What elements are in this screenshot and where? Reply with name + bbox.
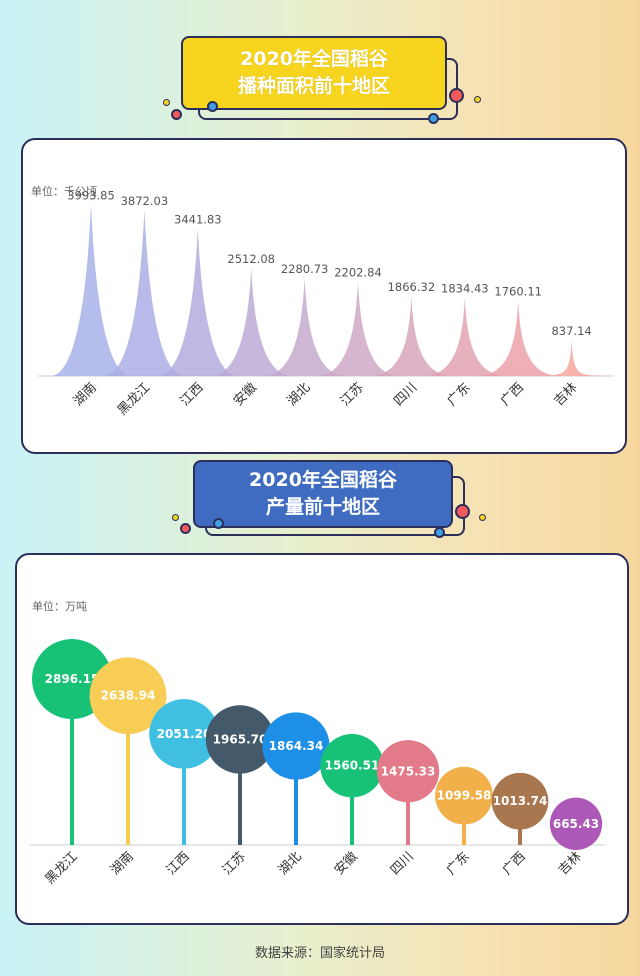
production-title-line1: 2020年全国稻谷: [249, 469, 397, 491]
decor-dot: [434, 527, 445, 538]
decor-dot: [163, 99, 170, 106]
area-title-line2: 播种面积前十地区: [237, 75, 390, 97]
decor-dot: [207, 101, 218, 112]
production-bubble: [549, 797, 603, 850]
production-category-label: 湖南: [107, 849, 137, 879]
area-peak: [264, 278, 345, 376]
area-peak: [211, 268, 292, 376]
area-title-line1: 2020年全国稻谷: [240, 48, 388, 70]
area-peak: [478, 300, 559, 376]
production-category-label: 广东: [444, 849, 473, 878]
production-bubble: [149, 699, 219, 769]
area-value-label: 1834.43: [441, 281, 489, 295]
area-value-label: 2202.84: [334, 265, 382, 279]
production-value-label: 1013.74: [493, 794, 548, 808]
production-bubble: [435, 766, 493, 825]
production-title-line2: 产量前十地区: [265, 496, 380, 518]
production-bubble: [320, 734, 384, 798]
area-value-label: 2280.73: [281, 262, 329, 276]
production-bubble: [376, 740, 440, 803]
area-value-label: 3872.03: [121, 194, 169, 208]
area-value-label: 3441.83: [174, 212, 222, 226]
production-category-label: 湖北: [276, 849, 305, 878]
production-category-label: 江西: [164, 849, 193, 878]
production-bubble: [205, 705, 275, 774]
decor-dot: [455, 504, 470, 519]
production-category-label: 吉林: [556, 849, 585, 878]
production-unit-label: 单位：万吨: [32, 600, 87, 613]
area-value-label: 2512.08: [227, 252, 275, 266]
decor-dot: [449, 88, 464, 103]
area-chart-title: 2020年全国稻谷 播种面积前十地区: [181, 36, 447, 110]
production-bubble: [89, 657, 167, 735]
area-unit-label: 单位：千公顷: [31, 185, 97, 198]
decor-dot: [180, 523, 191, 534]
production-value-label: 2638.94: [101, 689, 156, 703]
area-peak: [318, 281, 398, 376]
decor-dot: [172, 514, 179, 521]
area-peak: [531, 340, 612, 376]
decor-dot: [428, 113, 439, 124]
production-chart-title: 2020年全国稻谷 产量前十地区: [193, 460, 453, 528]
production-bubble: [491, 772, 549, 830]
decor-dot: [213, 518, 224, 529]
production-bubble: [262, 712, 330, 780]
area-peak: [51, 204, 131, 376]
production-value-label: 665.43: [553, 817, 599, 831]
production-value-label: 2896.15: [45, 672, 100, 686]
production-value-label: 1099.58: [437, 789, 492, 803]
decor-dot: [479, 514, 486, 521]
area-peak: [371, 295, 452, 376]
decor-dot: [171, 109, 182, 120]
production-category-label: 黑龙江: [43, 849, 81, 887]
area-value-label: 1866.32: [388, 280, 436, 294]
production-value-label: 1965.70: [213, 732, 268, 746]
area-chart-panel: [21, 138, 627, 454]
area-peak: [424, 297, 505, 376]
production-category-label: 四川: [388, 849, 417, 878]
data-source: 数据来源：国家统计局: [254, 946, 385, 961]
production-value-label: 2051.20: [157, 727, 212, 741]
production-value-label: 1560.51: [325, 759, 380, 773]
production-value-label: 1475.33: [381, 764, 436, 778]
area-value-label: 837.14: [551, 324, 591, 338]
area-peak: [104, 209, 185, 376]
area-value-label: 3993.85: [67, 189, 115, 203]
production-category-label: 广西: [500, 849, 529, 878]
production-category-label: 安徽: [332, 849, 361, 878]
area-value-label: 1760.11: [494, 284, 542, 298]
decor-dot: [474, 96, 481, 103]
production-value-label: 1864.34: [269, 739, 324, 753]
area-peak: [157, 228, 238, 376]
production-category-label: 江苏: [219, 849, 249, 879]
